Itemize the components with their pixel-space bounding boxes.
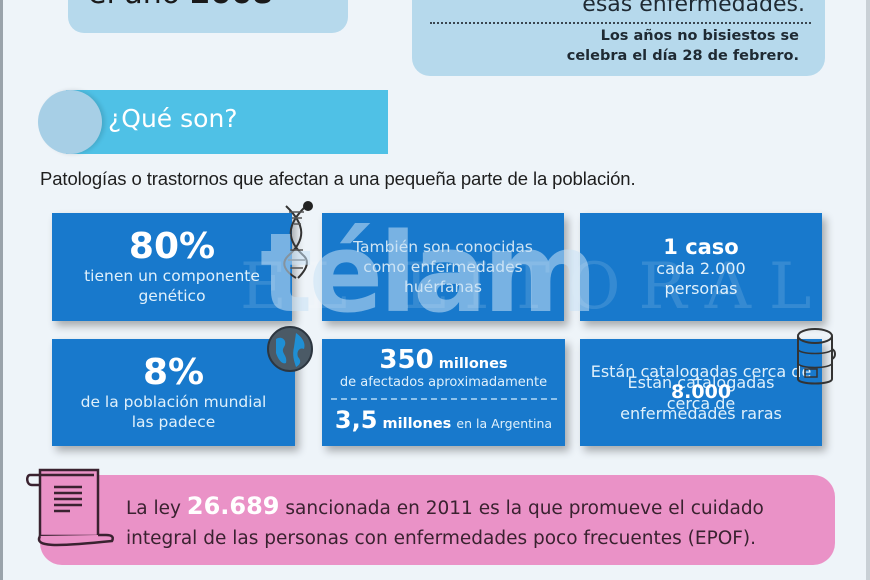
card-text-pre: Están catalogadas cerca de	[627, 372, 775, 413]
card-big-number: 8%	[142, 351, 205, 393]
globe-icon	[267, 326, 313, 372]
affected-world-row: 350 millones	[379, 345, 507, 375]
card-headline: 1 caso	[663, 235, 739, 259]
catalogued-text-post: enfermedades raras	[620, 404, 782, 423]
catalogued-line1: Están catalogadas cerca de 8.000	[580, 361, 822, 403]
intro-text: Patologías o trastornos que afectan a un…	[40, 168, 636, 189]
dotted-divider	[430, 22, 811, 24]
affected-world-number: 350	[379, 345, 434, 375]
section-header-bar	[66, 90, 388, 154]
section-header: ¿Qué son?	[38, 90, 388, 154]
law-number: 26.689	[186, 492, 280, 520]
dna-icon	[283, 201, 313, 279]
card-world-population: 8% de la población mundial las padece	[52, 339, 295, 446]
top-right-line: esas enfermedades.	[582, 0, 805, 17]
dashed-divider	[330, 398, 557, 400]
affected-argentina-row: 3,5 millones en la Argentina	[335, 406, 552, 434]
top-right-info-box: esas enfermedades. Los años no bisiestos…	[412, 0, 825, 76]
catalogued-number: 8.000	[670, 381, 732, 403]
card-text: También son conocidas como enfermedades …	[353, 238, 533, 296]
database-icon	[797, 328, 836, 385]
card-orphan-diseases: También son conocidas como enfermedades …	[322, 213, 564, 321]
card-text: cada 2.000 personas	[656, 259, 746, 298]
card-affected-count: 350 millones de afectados aproximadament…	[322, 339, 565, 446]
affected-argentina-text: en la Argentina	[456, 416, 553, 431]
watermark-brand: télam	[260, 209, 598, 337]
year-prefix: el año	[88, 0, 180, 11]
section-title: ¿Qué son?	[108, 104, 238, 133]
law-prefix: La ley	[126, 498, 181, 519]
card-text: de la población mundial las padece	[80, 392, 267, 431]
card-genetic: 80% tienen un componente genético	[52, 213, 292, 321]
card-catalogued: Están catalogadas cerca de .	[580, 339, 822, 446]
top-left-text: el año 2008	[88, 0, 273, 11]
card-text: tienen un componente genético	[84, 267, 260, 305]
card-big-number: 80%	[128, 226, 216, 267]
top-left-info-box: el año 2008	[68, 0, 348, 33]
card-prevalence: 1 caso cada 2.000 personas	[580, 213, 822, 321]
affected-argentina-number: 3,5	[334, 406, 378, 434]
section-header-circle	[38, 90, 102, 154]
law-text: La ley 26.689 sancionada en 2011 es la q…	[126, 491, 764, 554]
affected-argentina-unit: millones	[382, 416, 452, 432]
watermark-faint-text: EL LITORAL	[240, 250, 830, 324]
law-line2: integral de las personas con enfermedade…	[126, 528, 757, 549]
card-catalogued-content: Están catalogadas cerca de 8.000 enferme…	[580, 339, 822, 446]
frame-border-left	[0, 0, 3, 580]
affected-world-unit: millones	[438, 356, 508, 372]
frame-border-right	[866, 0, 870, 580]
law-line1: sancionada en 2011 es la que promueve el…	[285, 498, 764, 519]
scroll-document-icon	[26, 468, 114, 547]
catalogued-text-pre: Están catalogadas cerca de	[590, 362, 812, 381]
year-value: 2008	[190, 0, 274, 11]
affected-world-text: de afectados aproximadamente	[339, 375, 548, 390]
law-info-box: La ley 26.689 sancionada en 2011 es la q…	[40, 475, 835, 565]
leap-year-note: Los años no bisiestos se celebra el día …	[566, 28, 799, 64]
